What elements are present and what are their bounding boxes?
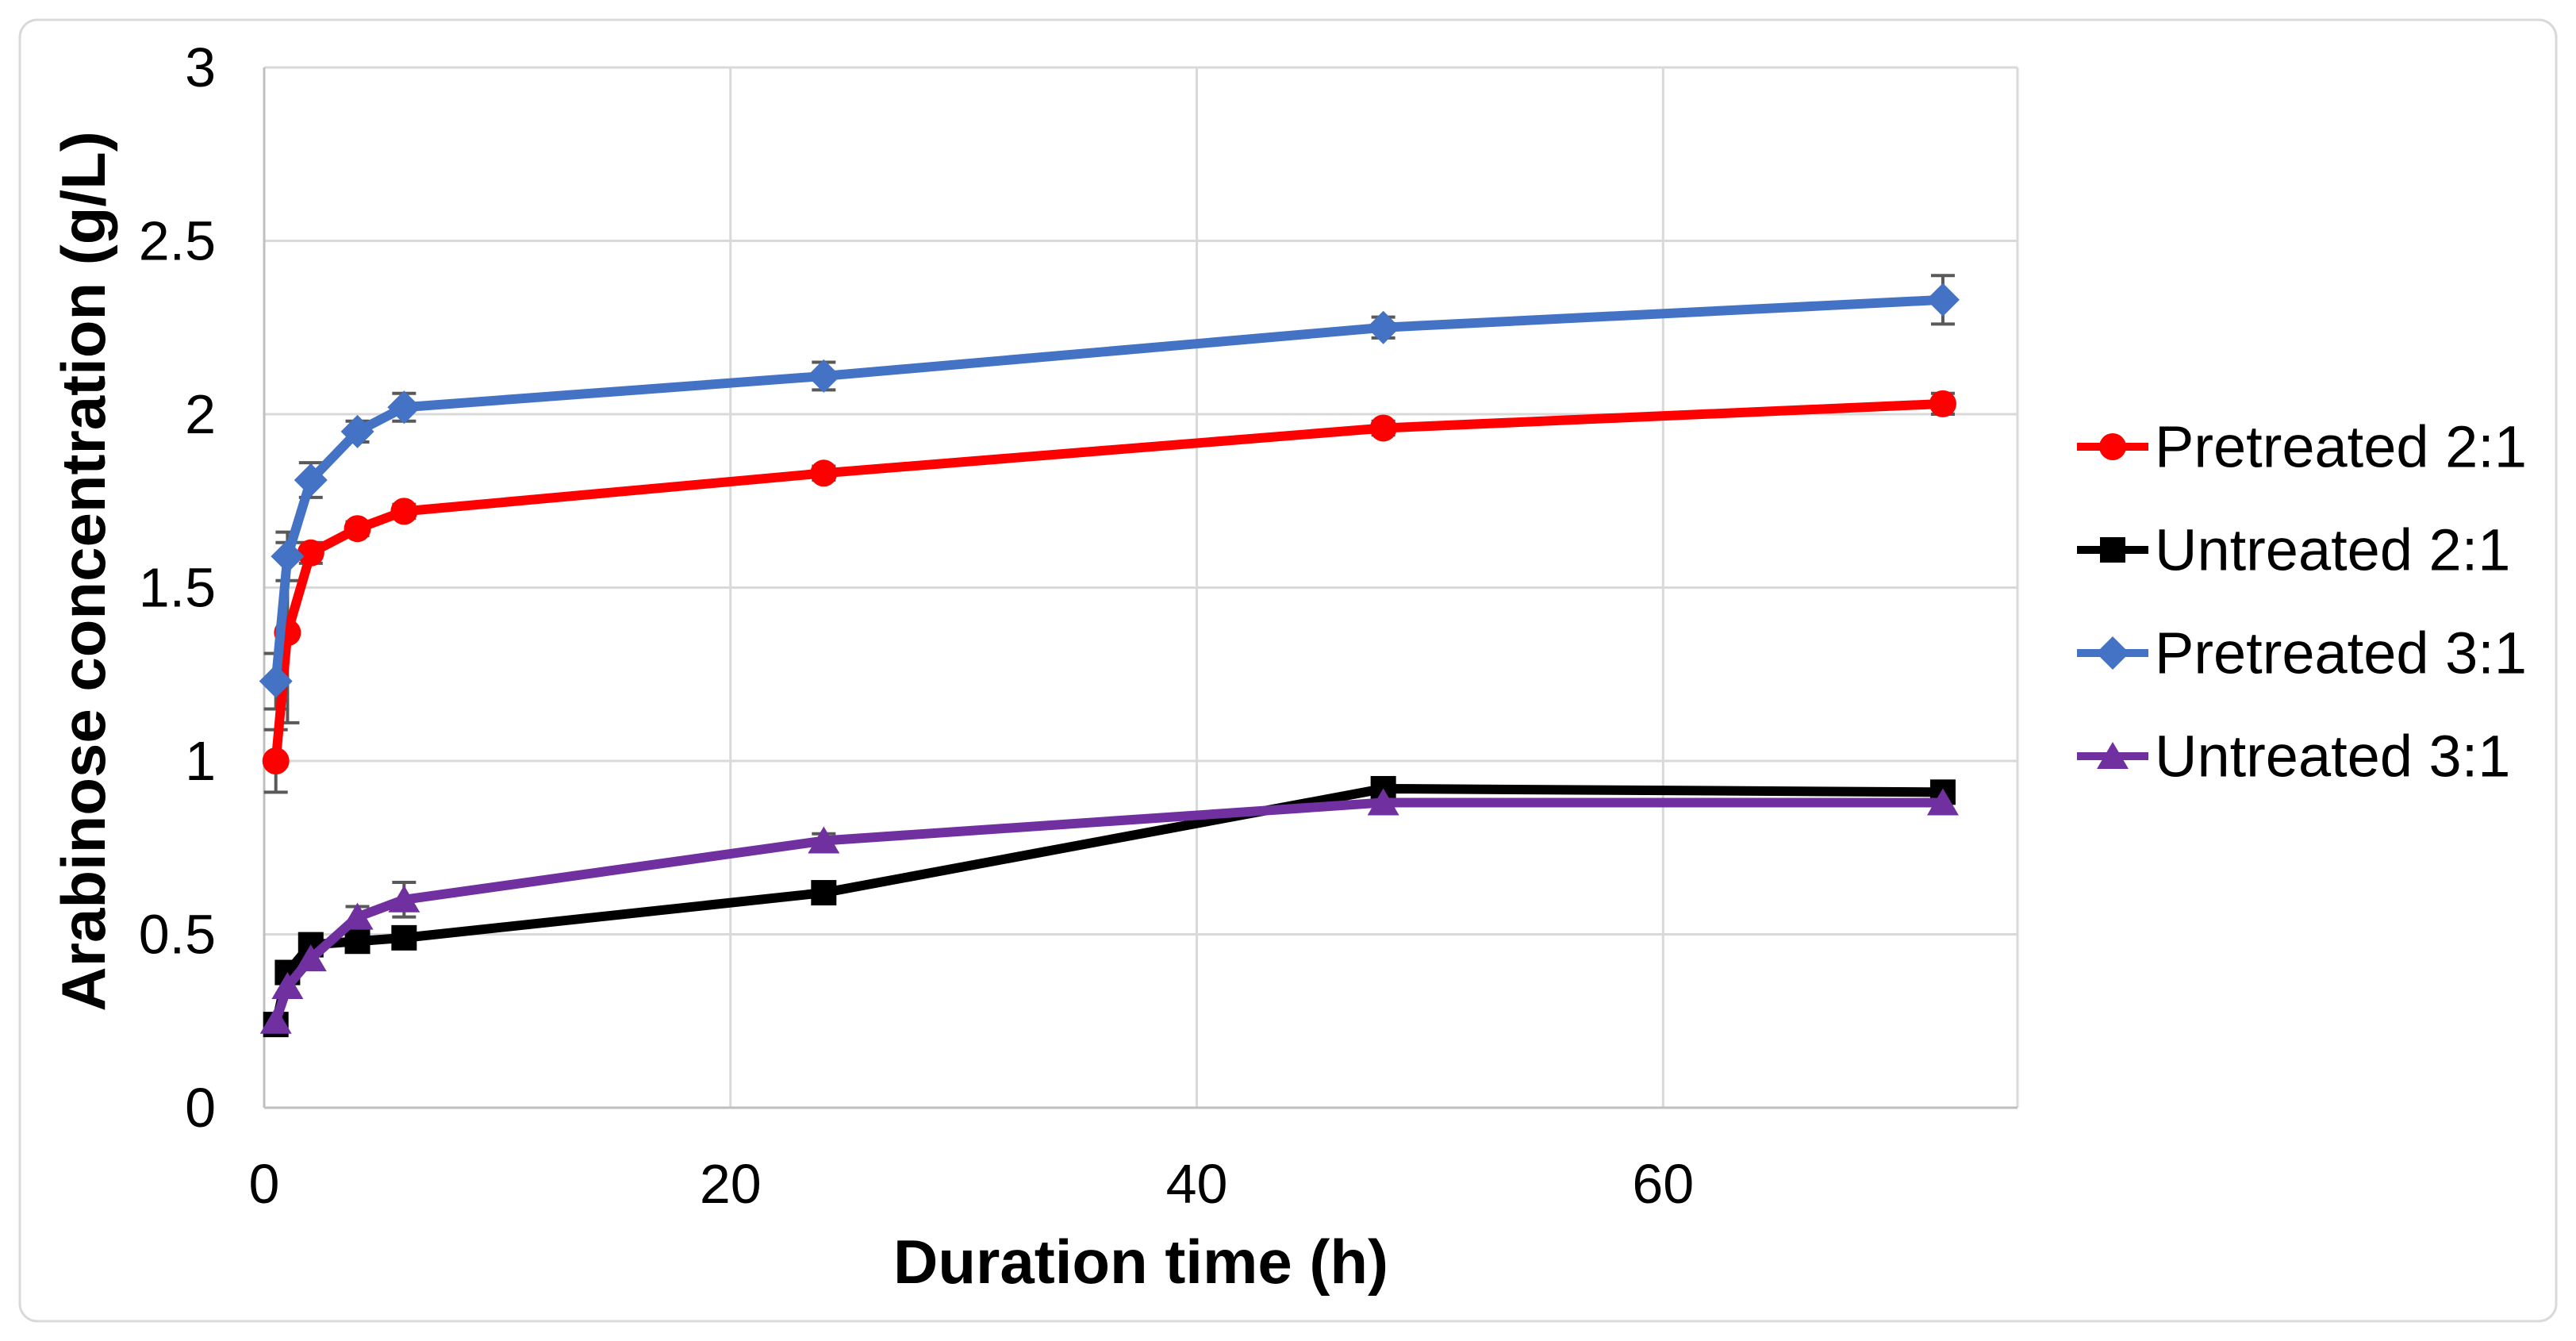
series-layer [259, 282, 1960, 1038]
axes [263, 67, 2017, 1109]
legend-label: Untreated 2:1 [2155, 517, 2510, 583]
legend-label: Pretreated 3:1 [2155, 621, 2527, 686]
y-axis-tick-label: 2 [185, 383, 216, 445]
series-untreated-2-1 [263, 775, 1956, 1038]
legend-item-untreated-2-1: Untreated 2:1 [2077, 517, 2510, 583]
data-point-marker-pretreated-3-1 [340, 414, 374, 448]
legend: Pretreated 2:1 Untreated 2:1 Pretreated 3:… [2077, 414, 2527, 790]
legend-label: Pretreated 2:1 [2155, 414, 2527, 480]
series-untreated-3-1 [259, 788, 1959, 1034]
data-point-marker-untreated-3-1 [808, 826, 840, 854]
x-axis-title: Duration time (h) [893, 1227, 1388, 1297]
series-line-pretreated-2-1 [271, 398, 1948, 766]
data-point-marker-pretreated-2-1 [1369, 414, 1397, 442]
data-point-marker-pretreated-3-1 [294, 463, 328, 498]
data-point-marker-untreated-2-1 [344, 928, 370, 955]
data-point-marker-pretreated-3-1 [259, 664, 293, 698]
legend-item-untreated-3-1: Untreated 3:1 [2077, 724, 2510, 790]
legend-marker-circle-icon [2099, 433, 2126, 460]
data-point-marker-untreated-3-1 [1367, 788, 1399, 816]
legend-marker-square-icon [2100, 537, 2125, 563]
data-point-marker-pretreated-2-1 [344, 515, 371, 543]
data-point-marker-pretreated-3-1 [271, 540, 305, 574]
series-pretreated-3-1 [259, 282, 1960, 698]
data-point-marker-untreated-3-1 [388, 885, 420, 913]
y-axis-tick-label: 1.5 [139, 557, 216, 619]
tick-labels: 0 0.5 1 1.5 2 2.5 3 0 20 40 60 [139, 37, 1695, 1215]
legend-label: Untreated 3:1 [2155, 724, 2510, 790]
x-axis-tick-label: 20 [700, 1153, 762, 1215]
data-point-marker-pretreated-3-1 [1366, 310, 1400, 344]
series-pretreated-2-1 [262, 390, 1956, 774]
x-axis-tick-label: 0 [249, 1153, 280, 1215]
x-axis-tick-label: 40 [1166, 1153, 1228, 1215]
y-axis-tick-label: 2.5 [139, 210, 216, 272]
legend-item-pretreated-3-1: Pretreated 3:1 [2077, 621, 2527, 686]
data-point-marker-untreated-2-1 [811, 880, 837, 906]
y-axis-tick-label: 0 [185, 1077, 216, 1139]
data-point-marker-untreated-3-1 [341, 902, 374, 930]
y-axis-tick-label: 1 [185, 730, 216, 792]
legend-marker-triangle-icon [2097, 742, 2129, 769]
y-axis-title: Arabinose concentration (g/L) [48, 131, 118, 1011]
data-point-marker-untreated-2-1 [391, 924, 417, 951]
y-axis-tick-label: 0.5 [139, 904, 216, 966]
data-point-marker-pretreated-3-1 [1925, 282, 1960, 317]
data-point-marker-untreated-3-1 [271, 972, 304, 1000]
figure-border [18, 18, 2558, 1323]
gridlines [264, 66, 2019, 1108]
data-point-marker-pretreated-3-1 [387, 390, 421, 425]
data-point-marker-pretreated-2-1 [1929, 390, 1956, 417]
legend-marker-diamond-icon [2096, 636, 2129, 670]
data-point-marker-pretreated-2-1 [810, 459, 838, 487]
data-point-marker-untreated-3-1 [294, 944, 327, 972]
legend-item-pretreated-2-1: Pretreated 2:1 [2077, 414, 2527, 480]
data-point-marker-pretreated-2-1 [297, 539, 324, 567]
y-axis-tick-label: 3 [185, 37, 216, 98]
data-point-marker-pretreated-2-1 [390, 498, 418, 525]
data-point-marker-untreated-3-1 [259, 1006, 292, 1034]
x-axis-tick-label: 60 [1632, 1153, 1694, 1215]
data-point-marker-untreated-3-1 [1926, 788, 1959, 816]
data-point-marker-pretreated-2-1 [262, 747, 290, 774]
data-point-marker-pretreated-3-1 [807, 359, 841, 393]
